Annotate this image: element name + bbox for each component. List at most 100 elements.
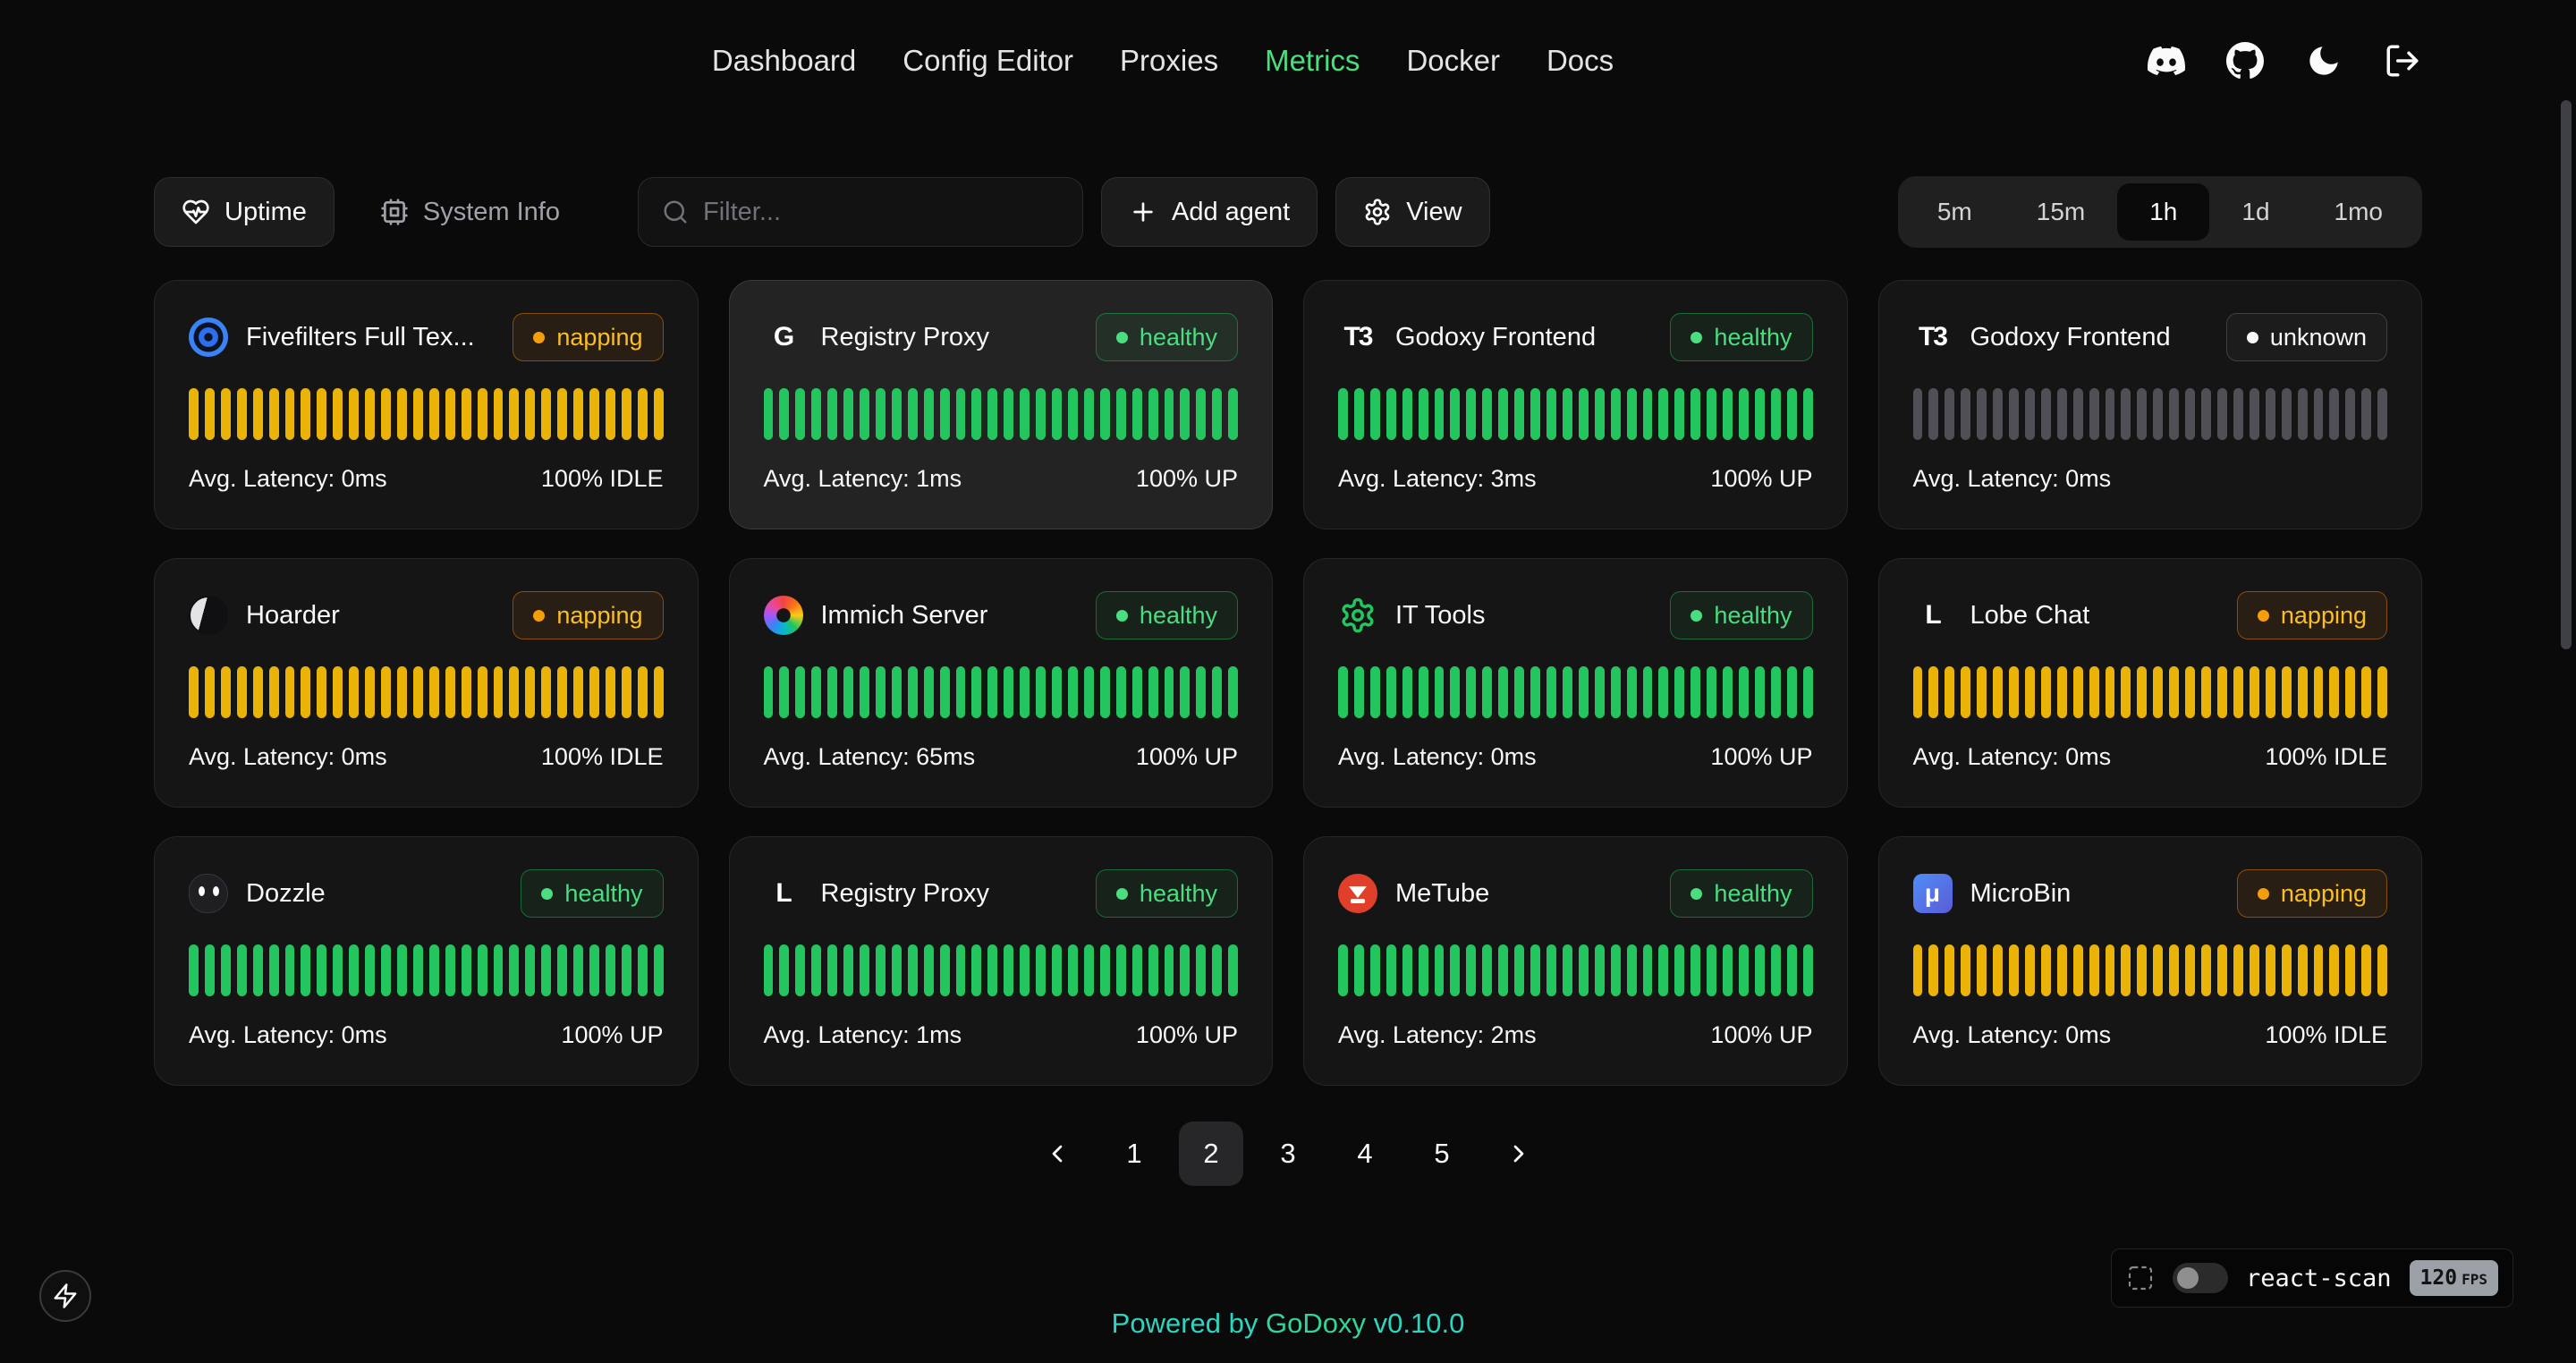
uptime-bar	[779, 666, 790, 718]
uptime-bar	[1562, 944, 1572, 996]
uptime-card[interactable]: L Lobe Chat napping Avg. Latency: 0ms 10…	[1877, 558, 2422, 808]
tab-system-info[interactable]: System Info	[352, 177, 588, 247]
uptime-bar	[1626, 944, 1637, 996]
uptime-card[interactable]: T3 Godoxy Frontend unknown Avg. Latency:…	[1877, 280, 2422, 529]
uptime-bar	[1498, 944, 1509, 996]
nav-item-metrics[interactable]: Metrics	[1265, 43, 1360, 77]
uptime-card[interactable]: MeTube healthy Avg. Latency: 2ms 100% UP	[1303, 836, 1848, 1086]
uptime-bar	[1020, 388, 1030, 440]
time-range-1mo[interactable]: 1mo	[2334, 198, 2383, 225]
uptime-bar	[2297, 666, 2308, 718]
nav-item-docs[interactable]: Docs	[1546, 43, 1614, 77]
uptime-bar	[860, 944, 869, 996]
card-footer: Avg. Latency: 2ms 100% UP	[1338, 1021, 1813, 1049]
time-range-5m[interactable]: 5m	[1936, 198, 1972, 225]
uptime-bar	[461, 666, 471, 718]
uptime-bar	[827, 944, 838, 996]
uptime-card[interactable]: Fivefilters Full Tex... napping Avg. Lat…	[154, 280, 699, 529]
uptime-bar	[1099, 944, 1110, 996]
nav-item-config-editor[interactable]: Config Editor	[902, 43, 1074, 77]
time-range-1d[interactable]: 1d	[2241, 198, 2270, 225]
uptime-bar	[461, 388, 471, 440]
uptime-card[interactable]: μ MicroBin napping Avg. Latency: 0ms 100…	[1877, 836, 2422, 1086]
page-4[interactable]: 4	[1357, 1138, 1373, 1169]
uptime-bar	[907, 388, 918, 440]
uptime-bar	[284, 388, 295, 440]
uptime-card[interactable]: T3 Godoxy Frontend healthy Avg. Latency:…	[1303, 280, 1848, 529]
uptime-bar	[1514, 944, 1525, 996]
uptime-bar	[653, 944, 664, 996]
uptime-bar	[1546, 388, 1556, 440]
uptime-bars	[1338, 944, 1813, 996]
card-header: L Registry Proxy healthy	[764, 869, 1238, 918]
uptime-bar	[1228, 388, 1239, 440]
uptime-bar	[1912, 388, 1923, 440]
card-header: T3 Godoxy Frontend unknown	[1913, 313, 2387, 361]
uptime-card[interactable]: IT Tools healthy Avg. Latency: 0ms 100% …	[1303, 558, 1848, 808]
uptime-bar	[1180, 666, 1191, 718]
quick-actions-button[interactable]	[39, 1270, 91, 1322]
uptime-bar	[891, 388, 902, 440]
uptime-card[interactable]: Dozzle healthy Avg. Latency: 0ms 100% UP	[154, 836, 699, 1086]
godoxy-link[interactable]: GoDoxy	[1266, 1308, 1366, 1339]
add-agent-button[interactable]: Add agent	[1100, 177, 1318, 247]
previous-page-button[interactable]	[1025, 1122, 1089, 1186]
latency-label: Avg. Latency: 65ms	[763, 743, 976, 770]
uptime-bar	[923, 666, 934, 718]
latency-label: Avg. Latency: 0ms	[1912, 1021, 2112, 1048]
uptime-bar	[1450, 666, 1461, 718]
inspect-icon[interactable]	[2126, 1264, 2155, 1292]
uptime-card[interactable]: Hoarder napping Avg. Latency: 0ms 100% I…	[154, 558, 699, 808]
uptime-bar	[795, 666, 806, 718]
uptime-bar	[2137, 944, 2148, 996]
uptime-bar	[2009, 388, 2019, 440]
time-range-1h[interactable]: 1h	[2117, 183, 2210, 241]
uptime-card[interactable]: L Registry Proxy healthy Avg. Latency: 1…	[728, 836, 1273, 1086]
uptime-bar	[2217, 944, 2227, 996]
uptime-bar	[1131, 388, 1142, 440]
react-scan-toggle[interactable]	[2172, 1263, 2228, 1293]
tab-uptime[interactable]: Uptime	[154, 177, 335, 247]
nav-item-docker[interactable]: Docker	[1406, 43, 1500, 77]
logout-icon[interactable]	[2383, 41, 2422, 80]
uptime-bar	[1754, 944, 1765, 996]
uptime-bar	[2105, 666, 2115, 718]
card-footer: Avg. Latency: 3ms 100% UP	[1338, 465, 1813, 493]
card-footer: Avg. Latency: 0ms 100% IDLE	[1913, 1021, 2388, 1049]
uptime-bar	[860, 666, 869, 718]
uptime-bar	[2313, 944, 2324, 996]
theme-toggle-moon-icon[interactable]	[2304, 41, 2343, 80]
page-2[interactable]: 2	[1179, 1122, 1243, 1186]
uptime-bar	[1450, 388, 1461, 440]
nav-item-dashboard[interactable]: Dashboard	[711, 43, 857, 77]
github-icon[interactable]	[2225, 41, 2265, 80]
uptime-bar	[1418, 666, 1428, 718]
uptime-bar	[971, 944, 982, 996]
uptime-card[interactable]: G Registry Proxy healthy Avg. Latency: 1…	[728, 280, 1273, 529]
uptime-bar	[525, 388, 536, 440]
uptime-bar	[1578, 388, 1589, 440]
latency-label: Avg. Latency: 0ms	[1912, 465, 2112, 492]
uptime-bar	[1434, 666, 1445, 718]
next-page-button[interactable]	[1487, 1122, 1551, 1186]
uptime-bar	[2233, 944, 2243, 996]
page-3[interactable]: 3	[1280, 1138, 1296, 1169]
discord-icon[interactable]	[2147, 41, 2186, 80]
uptime-card[interactable]: Immich Server healthy Avg. Latency: 65ms…	[728, 558, 1273, 808]
uptime-bar	[268, 944, 279, 996]
uptime-bar	[1353, 388, 1364, 440]
uptime-bar	[1739, 944, 1749, 996]
uptime-bar	[1993, 388, 2004, 440]
uptime-bar	[1514, 666, 1525, 718]
time-range-15m[interactable]: 15m	[2036, 198, 2086, 225]
page-5[interactable]: 5	[1434, 1138, 1450, 1169]
nav-item-proxies[interactable]: Proxies	[1120, 43, 1219, 77]
view-button[interactable]: View	[1335, 177, 1490, 247]
uptime-bar	[2329, 388, 2340, 440]
scrollbar[interactable]	[2561, 100, 2572, 649]
uptime-bar	[2121, 944, 2131, 996]
page-1[interactable]: 1	[1126, 1138, 1142, 1169]
uptime-bar	[1626, 666, 1637, 718]
filter-input[interactable]	[702, 197, 1059, 227]
uptime-bar	[1338, 388, 1348, 440]
